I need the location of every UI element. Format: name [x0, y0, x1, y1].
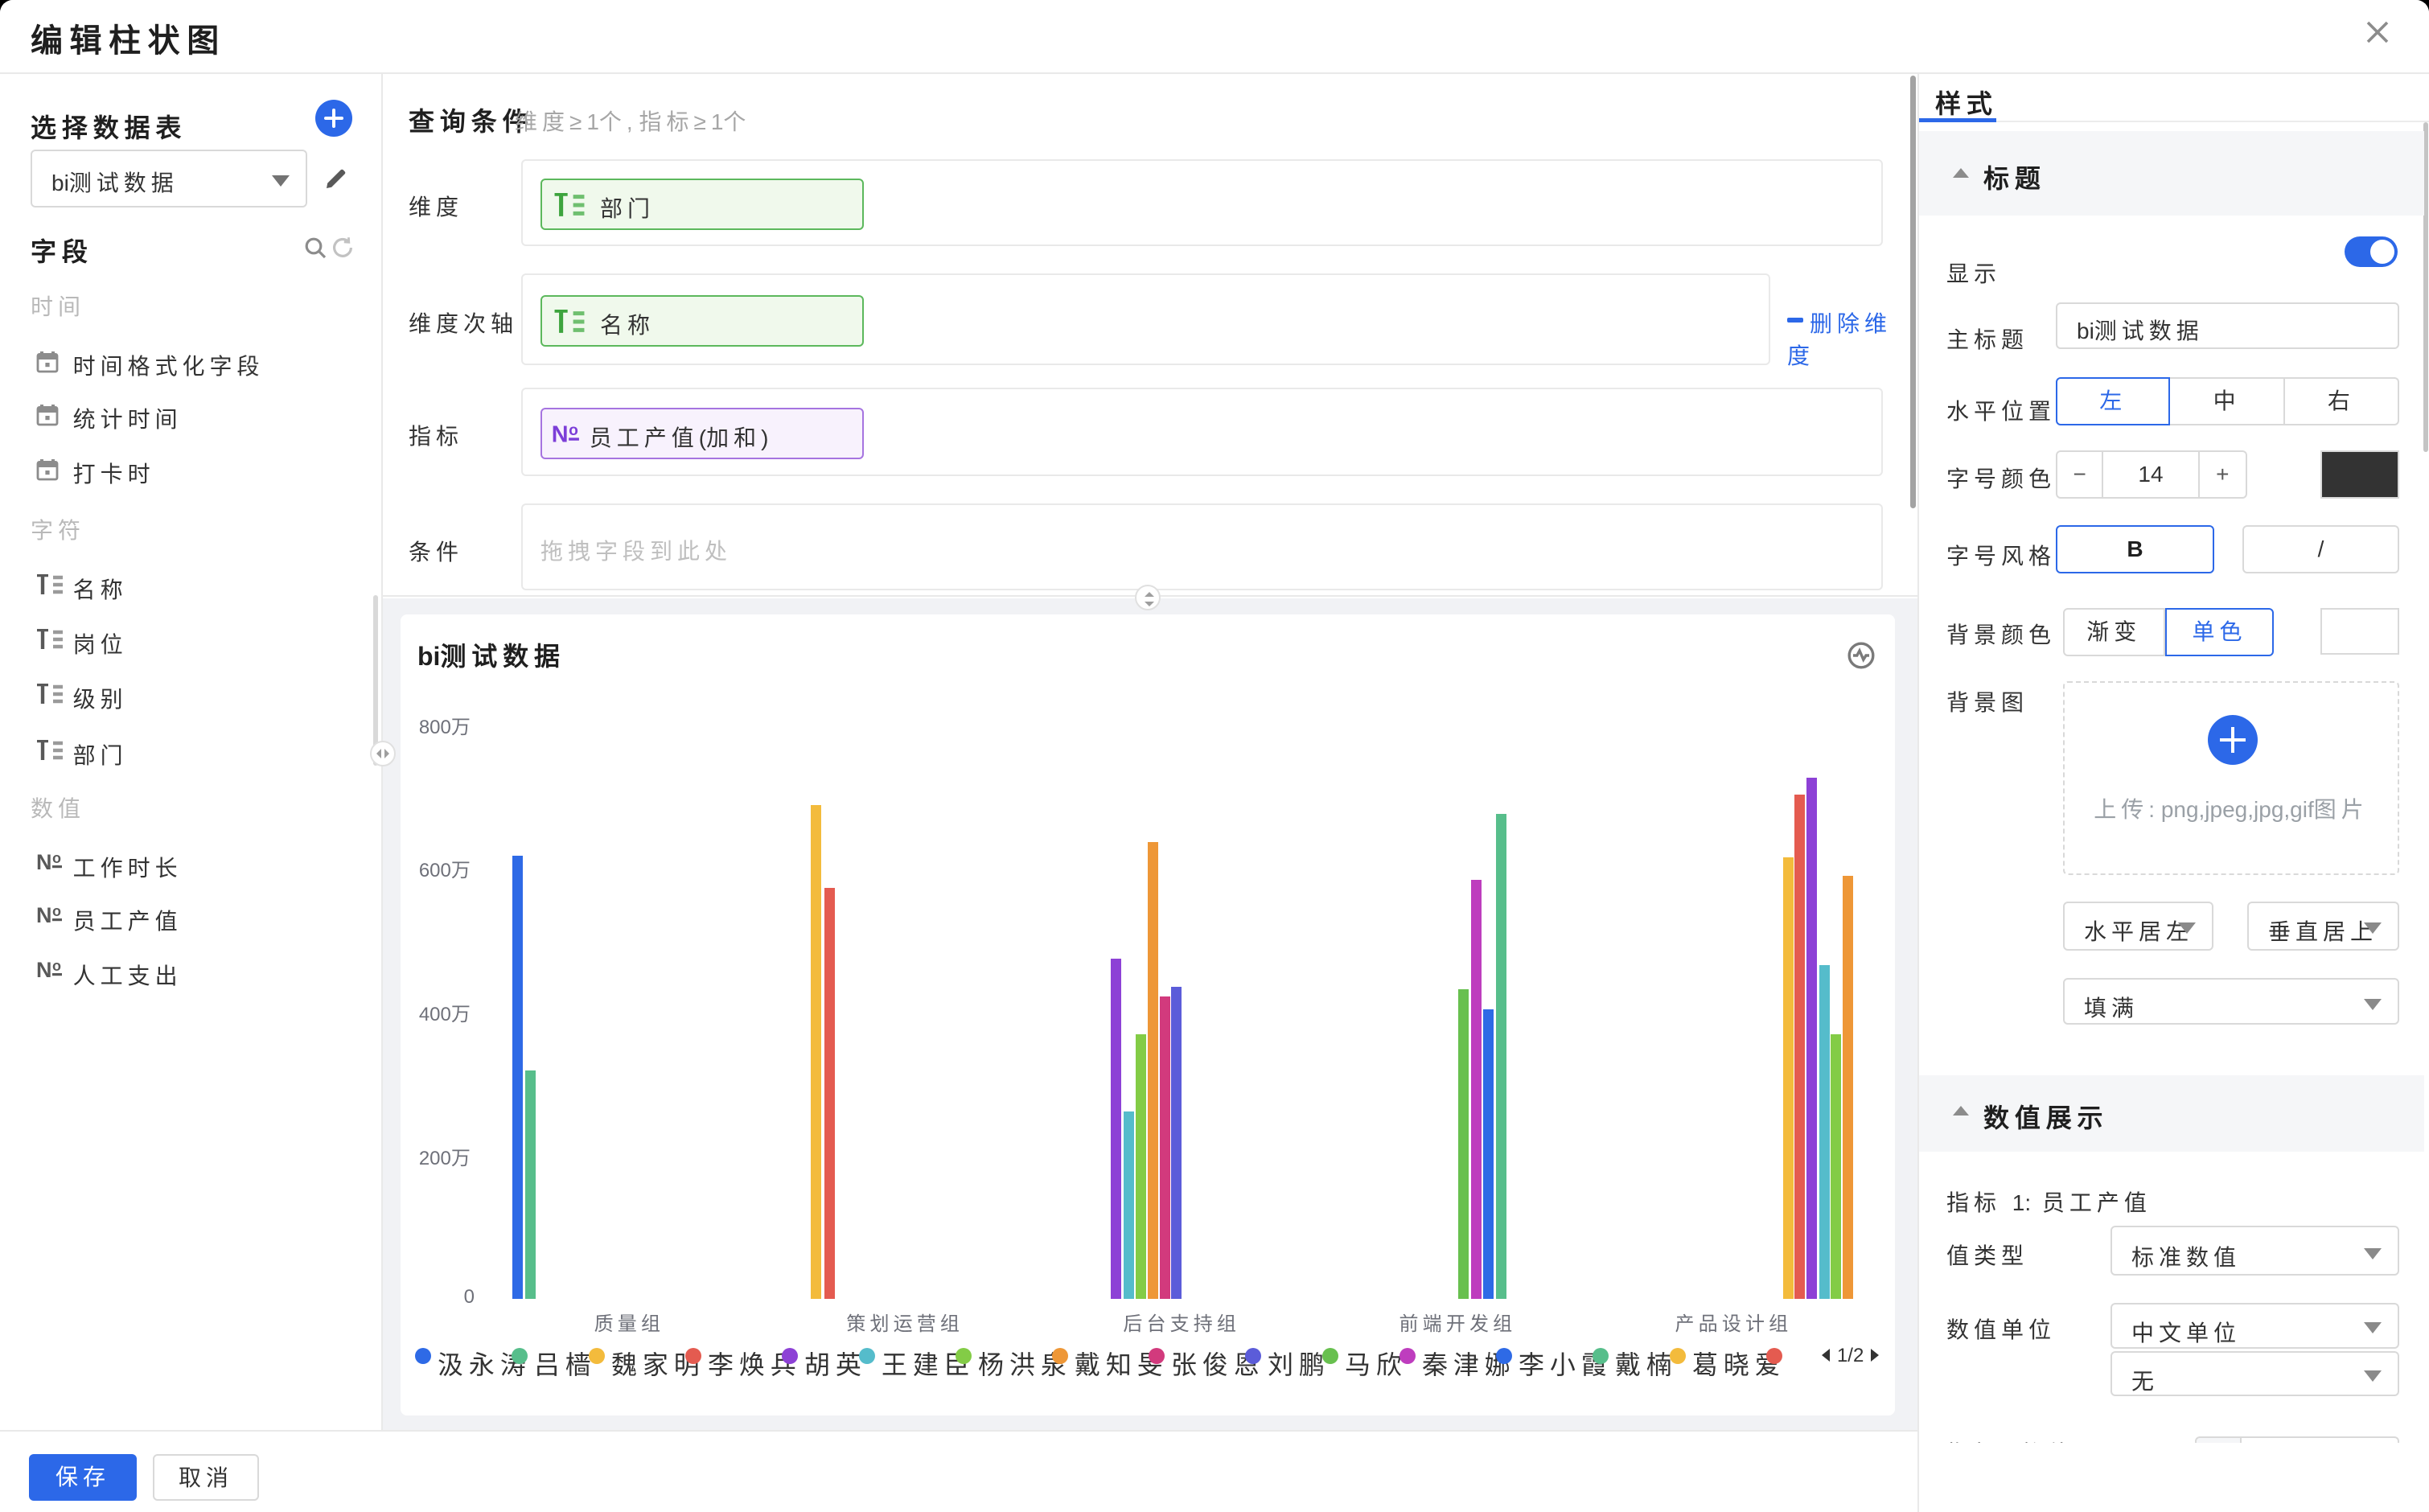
svg-text:N: N	[36, 903, 52, 927]
svg-text:o: o	[52, 903, 61, 919]
svg-text:N: N	[36, 850, 52, 873]
svg-text:N: N	[552, 422, 569, 446]
svg-text:o: o	[52, 958, 61, 974]
svg-text:o: o	[52, 850, 61, 866]
svg-text:N: N	[36, 958, 52, 981]
svg-text:o: o	[569, 422, 578, 439]
